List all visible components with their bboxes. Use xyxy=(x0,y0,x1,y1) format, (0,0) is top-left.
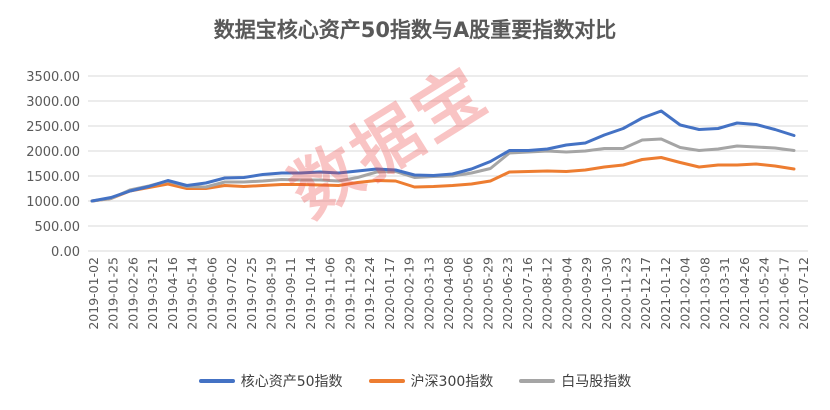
legend-swatch xyxy=(368,379,405,383)
x-tick-label: 2019-04-16 xyxy=(165,257,180,330)
y-tick-label: 2500.00 xyxy=(26,120,80,135)
x-tick-label: 2019-08-19 xyxy=(264,257,279,330)
x-tick-label: 2020-01-17 xyxy=(382,257,397,330)
y-tick-label: 500.00 xyxy=(35,220,81,235)
x-tick-label: 2020-03-13 xyxy=(421,257,436,330)
legend-label: 白马股指数 xyxy=(561,374,632,390)
chart-title: 数据宝核心资产50指数与A股重要指数对比 xyxy=(213,18,617,42)
x-tick-label: 2019-05-14 xyxy=(185,257,200,330)
x-tick-label: 2021-05-24 xyxy=(757,257,772,330)
legend-item: 核心资产50指数 xyxy=(198,371,343,391)
series-line-2 xyxy=(90,137,796,203)
legend-label: 沪深300指数 xyxy=(410,374,494,390)
x-tick-label: 2019-01-02 xyxy=(86,257,101,330)
x-tick-label: 2021-02-04 xyxy=(678,257,693,330)
x-tick-label: 2020-09-04 xyxy=(559,257,574,330)
x-tick-label: 2019-12-24 xyxy=(362,257,377,330)
x-tick-label: 2019-03-21 xyxy=(145,257,160,330)
y-tick-label: 3000.00 xyxy=(26,95,80,110)
x-tick-label: 2019-02-26 xyxy=(125,257,140,330)
x-tick-label: 2020-05-29 xyxy=(480,257,495,330)
x-tick-label: 2020-04-08 xyxy=(441,257,456,330)
x-tick-label: 2019-07-02 xyxy=(224,257,239,330)
x-tick-label: 2020-06-23 xyxy=(500,257,515,330)
series-line-1 xyxy=(90,156,796,203)
x-tick-label: 2020-10-30 xyxy=(599,257,614,330)
series-line-0 xyxy=(90,109,796,203)
x-tick-label: 2020-12-17 xyxy=(638,257,653,330)
x-tick-label: 2019-09-11 xyxy=(283,257,298,330)
x-tick-label: 2019-01-25 xyxy=(106,257,121,330)
legend-item: 沪深300指数 xyxy=(368,371,494,391)
x-tick-label: 2021-03-08 xyxy=(697,257,712,330)
y-tick-label: 1000.00 xyxy=(26,195,80,210)
x-tick-label: 2021-03-31 xyxy=(717,257,732,330)
legend-item: 白马股指数 xyxy=(519,371,631,391)
legend-label: 核心资产50指数 xyxy=(240,374,343,390)
x-tick-label: 2020-05-06 xyxy=(461,257,476,330)
x-tick-label: 2021-07-12 xyxy=(796,257,811,330)
x-tick-label: 2019-06-06 xyxy=(204,257,219,330)
y-tick-label: 1500.00 xyxy=(26,170,80,185)
legend-swatch xyxy=(519,379,556,383)
x-tick-label: 2021-04-26 xyxy=(737,257,752,330)
x-tick-label: 2020-07-16 xyxy=(520,257,535,330)
x-tick-label: 2020-11-23 xyxy=(619,257,634,330)
x-tick-label: 2019-11-29 xyxy=(342,257,357,330)
x-tick-label: 2020-02-19 xyxy=(402,257,417,330)
x-tick-label: 2019-07-25 xyxy=(244,257,259,330)
x-tick-label: 2021-01-12 xyxy=(658,257,673,330)
x-tick-label: 2019-11-06 xyxy=(323,257,338,330)
x-tick-label: 2021-06-17 xyxy=(776,257,791,330)
x-tick-label: 2020-09-29 xyxy=(579,257,594,330)
y-tick-label: 0.00 xyxy=(51,245,80,260)
x-tick-label: 2020-08-12 xyxy=(540,257,555,330)
chart-legend: 核心资产50指数 沪深300指数 白马股指数 xyxy=(0,371,830,391)
y-tick-label: 2000.00 xyxy=(26,145,80,160)
y-tick-label: 3500.00 xyxy=(26,70,80,85)
legend-swatch xyxy=(198,379,235,383)
x-tick-label: 2019-10-14 xyxy=(303,257,318,330)
